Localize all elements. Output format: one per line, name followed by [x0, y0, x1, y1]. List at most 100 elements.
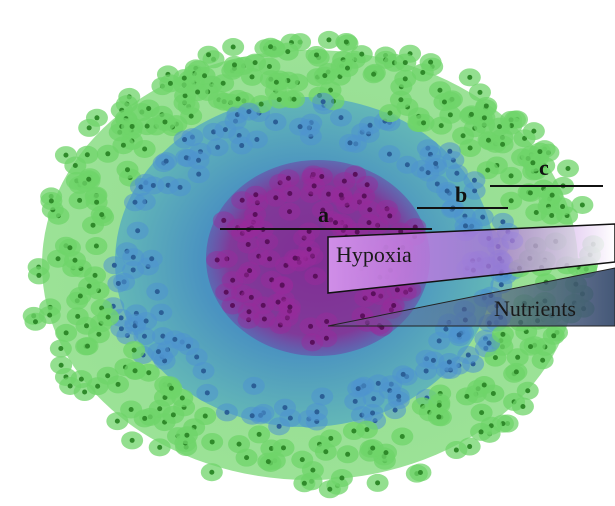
cell-nucleus: [155, 289, 160, 294]
cell-nucleus: [149, 256, 154, 261]
cell-nucleus: [486, 138, 491, 143]
cell-nucleus: [73, 163, 78, 168]
cell-nucleus: [142, 416, 147, 421]
cell-nucleus: [355, 229, 360, 234]
cell-nucleus: [326, 37, 331, 42]
cell-nucleus: [49, 199, 54, 204]
cell-nucleus: [480, 215, 485, 220]
cell-nucleus: [400, 434, 405, 439]
cell-nucleus: [77, 198, 82, 203]
cell-nucleus: [265, 239, 270, 244]
cell-nucleus: [370, 410, 375, 415]
cell-nucleus: [281, 445, 286, 450]
cell-nucleus: [491, 391, 496, 396]
cell-nucleus: [420, 70, 425, 75]
cell-nucleus: [431, 358, 436, 363]
cell-nucleus: [356, 386, 361, 391]
cell-nucleus: [321, 99, 326, 104]
cell-nucleus: [514, 369, 519, 374]
cell-nucleus: [403, 60, 408, 65]
cell-nucleus: [105, 373, 110, 378]
cell-nucleus: [383, 450, 388, 455]
cell-nucleus: [169, 386, 174, 391]
cell-nucleus: [68, 383, 73, 388]
cell-nucleus: [286, 176, 291, 181]
cell-nucleus: [285, 49, 290, 54]
cell-nucleus: [196, 158, 201, 163]
cell-nucleus: [250, 413, 255, 418]
cell-nucleus: [157, 445, 162, 450]
cell-nucleus: [534, 210, 539, 215]
cell-nucleus: [36, 273, 41, 278]
cell-nucleus: [130, 124, 135, 129]
cell-nucleus: [105, 151, 110, 156]
cell-nucleus: [133, 368, 138, 373]
cell-nucleus: [339, 193, 344, 198]
cell-nucleus: [237, 442, 242, 447]
cell-nucleus: [180, 396, 185, 401]
cell-nucleus: [186, 344, 191, 349]
cell-nucleus: [85, 152, 90, 157]
spheroid-diagram: a b c Hypoxia Nutrients: [0, 0, 615, 506]
cell-nucleus: [466, 353, 471, 358]
cell-nucleus: [224, 290, 229, 295]
cell-nucleus: [515, 355, 520, 360]
cell-nucleus: [520, 404, 525, 409]
cell-nucleus: [268, 44, 273, 49]
cell-nucleus: [47, 313, 52, 318]
cell-nucleus: [322, 73, 327, 78]
cell-nucleus: [250, 74, 255, 79]
cell-nucleus: [86, 177, 91, 182]
cell-nucleus: [254, 137, 259, 142]
cell-nucleus: [244, 455, 249, 460]
cell-nucleus: [262, 317, 267, 322]
cell-nucleus: [119, 315, 124, 320]
cell-nucleus: [314, 52, 319, 57]
cell-nucleus: [85, 344, 90, 349]
cell-nucleus: [436, 414, 441, 419]
cell-nucleus: [375, 480, 380, 485]
cell-nucleus: [196, 172, 201, 177]
cell-nucleus: [310, 468, 315, 473]
cell-nucleus: [345, 66, 350, 71]
cell-nucleus: [131, 255, 136, 260]
cell-nucleus: [116, 281, 121, 286]
cell-nucleus: [129, 407, 134, 412]
cell-nucleus: [132, 348, 137, 353]
cell-nucleus: [339, 115, 344, 120]
cell-nucleus: [324, 319, 329, 324]
cell-nucleus: [327, 487, 332, 492]
cell-nucleus: [307, 247, 312, 252]
cell-nucleus: [132, 200, 137, 205]
cell-nucleus: [236, 96, 241, 101]
cell-nucleus: [319, 174, 324, 179]
cell-nucleus: [396, 394, 401, 399]
cell-nucleus: [115, 419, 120, 424]
cell-nucleus: [253, 212, 258, 217]
cell-nucleus: [370, 446, 375, 451]
cell-nucleus: [293, 256, 298, 261]
cell-nucleus: [448, 112, 453, 117]
cell-nucleus: [259, 102, 264, 107]
cell-nucleus: [240, 198, 245, 203]
cell-nucleus: [484, 103, 489, 108]
cell-nucleus: [184, 433, 189, 438]
cell-nucleus: [168, 81, 173, 86]
cell-nucleus: [333, 220, 338, 225]
cell-nucleus: [287, 191, 292, 196]
cell-nucleus: [195, 90, 200, 95]
cell-nucleus: [72, 258, 77, 263]
cell-nucleus: [67, 245, 72, 250]
cell-nucleus: [201, 368, 206, 373]
cell-nucleus: [146, 370, 151, 375]
cell-nucleus: [121, 143, 126, 148]
cell-nucleus: [172, 337, 177, 342]
cell-nucleus: [551, 333, 556, 338]
cell-nucleus: [528, 190, 533, 195]
cell-nucleus: [125, 167, 130, 172]
cell-nucleus: [194, 354, 199, 359]
cell-nucleus: [344, 39, 349, 44]
cell-nucleus: [401, 372, 406, 377]
cell-nucleus: [87, 284, 92, 289]
page: a b c Hypoxia Nutrients (() => { const d…: [0, 0, 615, 506]
